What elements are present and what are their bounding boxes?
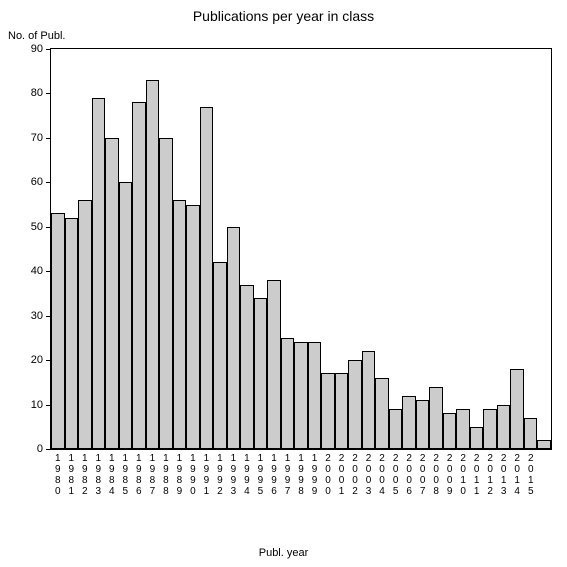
x-tick-label: 1985 <box>119 453 131 497</box>
x-tick-label: 2007 <box>417 453 429 497</box>
bar <box>402 396 416 449</box>
bar <box>308 342 322 449</box>
bar <box>240 285 254 449</box>
bar <box>416 400 430 449</box>
y-tick <box>46 49 51 50</box>
x-tick-label: 1986 <box>133 453 145 497</box>
plot-area: 0102030405060708090198019811982198319841… <box>50 48 552 450</box>
x-tick-label: 1990 <box>187 453 199 497</box>
bar <box>213 262 227 449</box>
bar <box>362 351 376 449</box>
bar <box>281 338 295 449</box>
bar <box>456 409 470 449</box>
y-tick <box>46 182 51 183</box>
y-tick-label: 40 <box>31 265 43 277</box>
bar <box>254 298 268 449</box>
x-tick-label: 2004 <box>376 453 388 497</box>
y-tick <box>46 449 51 450</box>
x-tick-label: 1988 <box>160 453 172 497</box>
chart-container: Publications per year in class No. of Pu… <box>0 0 567 567</box>
y-axis-label: No. of Publ. <box>8 30 65 42</box>
x-tick-label: 2006 <box>403 453 415 497</box>
bar <box>429 387 443 449</box>
bar <box>173 200 187 449</box>
bar <box>375 378 389 449</box>
x-tick-label: 1983 <box>92 453 104 497</box>
x-tick-label: 2008 <box>430 453 442 497</box>
y-tick <box>46 93 51 94</box>
x-tick-label: 1995 <box>254 453 266 497</box>
x-tick-label: 1981 <box>65 453 77 497</box>
bar <box>497 405 511 449</box>
x-tick-label: 1989 <box>173 453 185 497</box>
x-tick-label: 1993 <box>227 453 239 497</box>
x-tick-label: 2012 <box>484 453 496 497</box>
bar <box>51 213 65 449</box>
bar <box>335 373 349 449</box>
x-tick-label: 1980 <box>52 453 64 497</box>
bar <box>348 360 362 449</box>
x-tick-label: 2009 <box>444 453 456 497</box>
y-tick-label: 0 <box>37 443 43 455</box>
y-tick-label: 90 <box>31 43 43 55</box>
bar <box>119 182 133 449</box>
x-axis-label: Publ. year <box>0 547 567 559</box>
bar <box>321 373 335 449</box>
bar <box>537 440 551 449</box>
x-tick-label: 1999 <box>309 453 321 497</box>
x-tick-label: 1987 <box>146 453 158 497</box>
bar <box>227 227 241 449</box>
y-tick-label: 20 <box>31 354 43 366</box>
y-tick-label: 50 <box>31 221 43 233</box>
x-tick-label: 1997 <box>281 453 293 497</box>
bar <box>186 205 200 449</box>
bar <box>92 98 106 449</box>
x-tick-label: 2005 <box>390 453 402 497</box>
y-tick-label: 10 <box>31 399 43 411</box>
x-tick-label: 1992 <box>214 453 226 497</box>
bar <box>159 138 173 449</box>
bar <box>443 413 457 449</box>
bar <box>105 138 119 449</box>
x-tick-label: 2015 <box>525 453 537 497</box>
bar <box>294 342 308 449</box>
x-tick-label: 1998 <box>295 453 307 497</box>
bar <box>65 218 79 449</box>
bar <box>470 427 484 449</box>
x-tick-label: 1996 <box>268 453 280 497</box>
x-tick-label: 1984 <box>106 453 118 497</box>
bar <box>200 107 214 449</box>
x-tick-label: 2003 <box>363 453 375 497</box>
bar <box>267 280 281 449</box>
x-tick-label: 1982 <box>79 453 91 497</box>
y-tick-label: 30 <box>31 310 43 322</box>
x-tick-label: 2010 <box>457 453 469 497</box>
y-tick-label: 60 <box>31 176 43 188</box>
bar <box>389 409 403 449</box>
x-tick-label: 2014 <box>511 453 523 497</box>
y-tick-label: 70 <box>31 132 43 144</box>
bar <box>524 418 538 449</box>
x-tick-label: 2002 <box>349 453 361 497</box>
x-tick-label: 2001 <box>336 453 348 497</box>
x-tick-label: 1991 <box>200 453 212 497</box>
x-tick-label: 2013 <box>498 453 510 497</box>
chart-title: Publications per year in class <box>0 8 567 24</box>
y-tick-label: 80 <box>31 87 43 99</box>
bar <box>510 369 524 449</box>
x-tick-label: 2011 <box>471 453 483 497</box>
bar <box>483 409 497 449</box>
bar <box>132 102 146 449</box>
bar <box>146 80 160 449</box>
bar <box>78 200 92 449</box>
x-tick-label: 1994 <box>241 453 253 497</box>
x-tick-label: 2000 <box>322 453 334 497</box>
y-tick <box>46 138 51 139</box>
